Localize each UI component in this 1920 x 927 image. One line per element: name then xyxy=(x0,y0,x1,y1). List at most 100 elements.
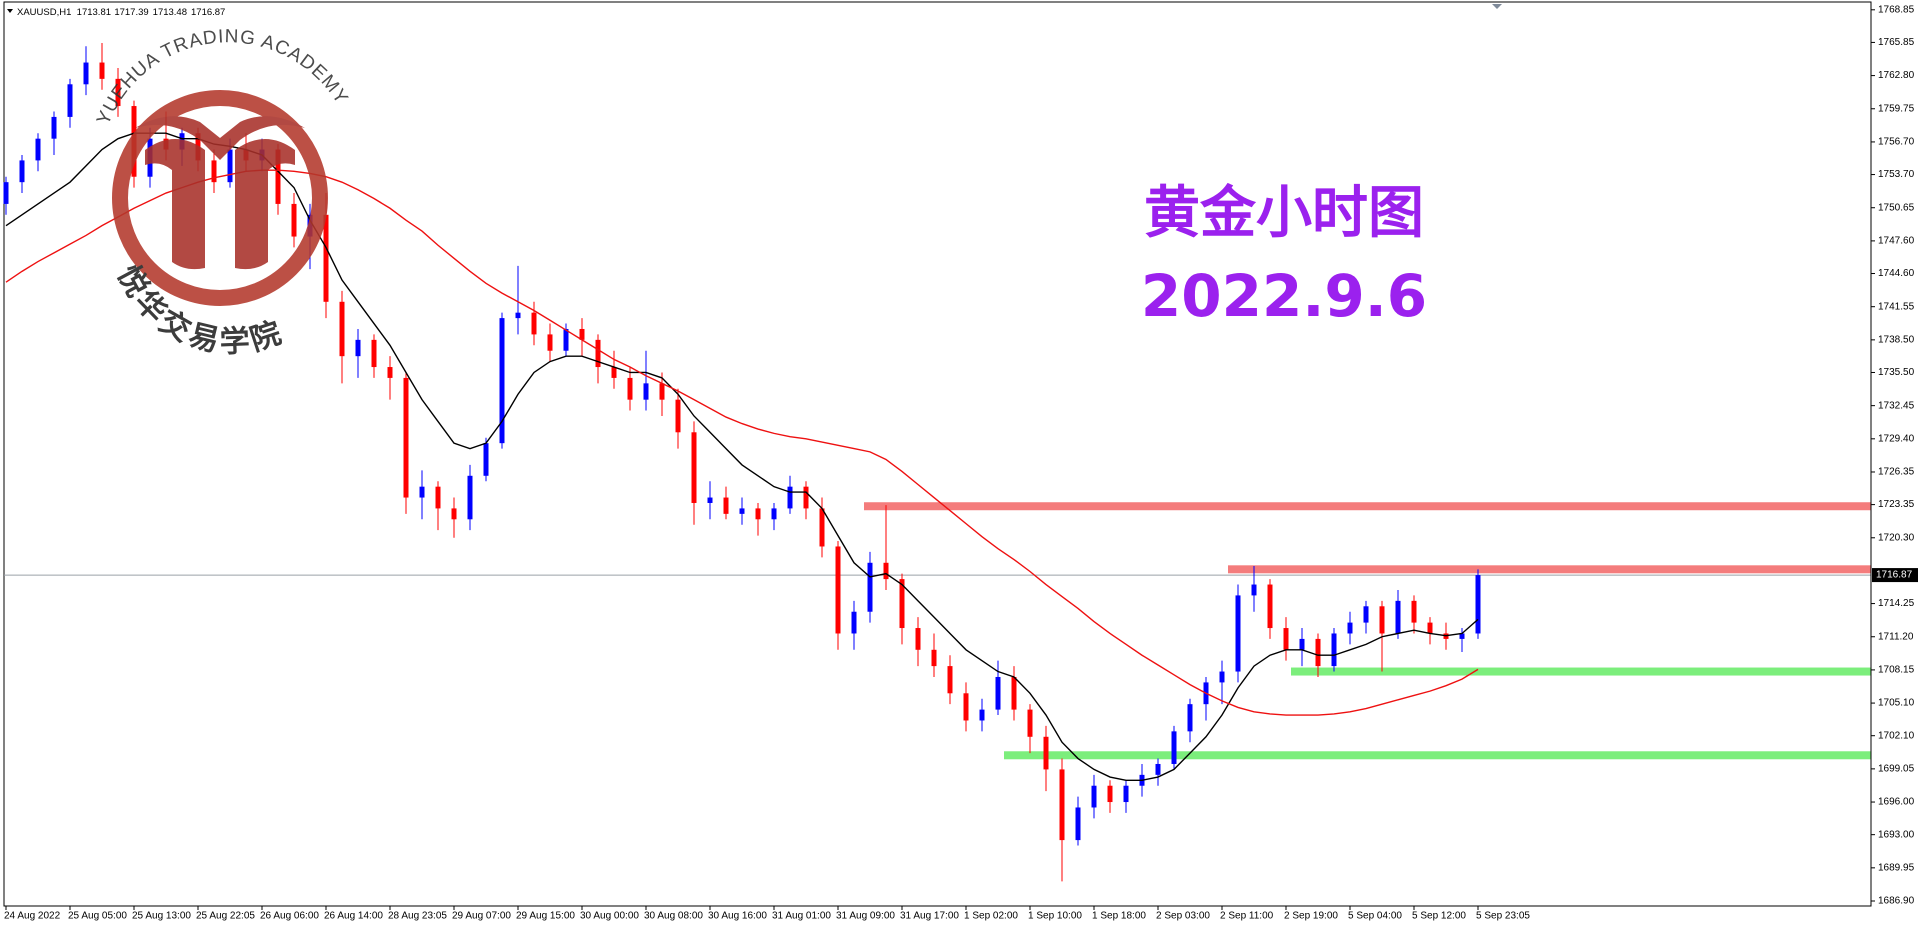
candle-body xyxy=(1347,622,1353,634)
candle-body xyxy=(403,377,409,498)
candle-body xyxy=(3,182,9,204)
axes: 1768.85 1765.85 1762.80 1759.75 1756.70 1753.… xyxy=(4,2,1918,922)
candle-body xyxy=(579,328,585,340)
y-tick-label: 1732.45 xyxy=(1878,400,1915,411)
y-tick-label: 1699.05 xyxy=(1878,764,1915,775)
logo-horns xyxy=(135,116,305,160)
candle-body xyxy=(1235,595,1241,672)
candle-body xyxy=(1411,600,1417,623)
level-band xyxy=(1004,751,1871,760)
x-tick-label: 30 Aug 16:00 xyxy=(708,911,767,922)
y-tick-label: 1765.85 xyxy=(1878,37,1915,48)
x-tick-label: 1 Sep 10:00 xyxy=(1028,911,1082,922)
candle-body xyxy=(723,497,729,514)
y-tick-label: 1759.75 xyxy=(1878,103,1915,114)
menu-arrow[interactable] xyxy=(7,9,13,13)
candle-body xyxy=(1059,769,1065,841)
x-tick-label: 29 Aug 07:00 xyxy=(452,911,511,922)
x-tick-label: 2 Sep 03:00 xyxy=(1156,911,1210,922)
candle-body xyxy=(1475,575,1481,634)
chart-title: 黄金小时图 xyxy=(1144,180,1424,246)
candle-body xyxy=(227,149,233,183)
x-tick-label: 25 Aug 13:00 xyxy=(132,911,191,922)
level-band xyxy=(1291,667,1871,676)
candle-body xyxy=(1043,736,1049,770)
candle-body xyxy=(99,62,105,79)
y-tick-label: 1747.60 xyxy=(1878,236,1915,247)
x-tick-label: 24 Aug 2022 xyxy=(4,911,61,922)
candle-body xyxy=(771,508,777,520)
candle-body xyxy=(819,508,825,547)
logo-ring xyxy=(112,90,328,306)
candle-body xyxy=(1459,633,1465,639)
candle-body xyxy=(995,676,1001,710)
x-tick-label: 26 Aug 06:00 xyxy=(260,911,319,922)
candle-body xyxy=(979,709,985,721)
y-tick-label: 1744.60 xyxy=(1878,268,1915,279)
y-tick-label: 1708.15 xyxy=(1878,665,1915,676)
x-tick-label: 30 Aug 08:00 xyxy=(644,911,703,922)
candle-body xyxy=(867,562,873,612)
scroll-arrow[interactable] xyxy=(1492,4,1502,9)
candle-body xyxy=(1315,638,1321,667)
logo-shape xyxy=(145,139,205,270)
header-open: 1713.81 xyxy=(77,7,111,18)
candle-body xyxy=(547,334,553,351)
candle-body xyxy=(355,339,361,357)
candle-body xyxy=(387,367,393,378)
candle-body xyxy=(915,628,921,650)
x-tick-label: 28 Aug 23:05 xyxy=(388,911,447,922)
candle-body xyxy=(67,84,73,117)
candle-body xyxy=(1187,704,1193,732)
candle-body xyxy=(1123,785,1129,803)
candle-body xyxy=(515,312,521,319)
candle-body xyxy=(851,611,857,634)
plot-frame xyxy=(3,1,1872,907)
candle-body xyxy=(499,318,505,444)
candle-body xyxy=(531,312,537,335)
y-tick-label: 1768.85 xyxy=(1878,4,1915,15)
header: XAUUSD,H1 1713.81 1717.39 1713.48 1716.87 xyxy=(17,7,225,18)
x-tick-label: 5 Sep 04:00 xyxy=(1348,911,1402,922)
candle-body xyxy=(1027,709,1033,737)
y-tick-label: 1705.10 xyxy=(1878,698,1915,709)
logo-shape xyxy=(235,139,295,270)
y-tick-label: 1750.65 xyxy=(1878,202,1915,213)
candle-body xyxy=(643,383,649,400)
candle-body xyxy=(611,367,617,378)
x-tick-label: 1 Sep 18:00 xyxy=(1092,911,1146,922)
candle-body xyxy=(483,443,489,476)
candle-body xyxy=(563,328,569,351)
candle-body xyxy=(659,383,665,400)
candle-body xyxy=(1075,807,1081,841)
candle-body xyxy=(451,508,457,520)
symbol: XAUUSD,H1 xyxy=(17,7,71,18)
candle-body xyxy=(1011,676,1017,710)
candle-body xyxy=(691,432,697,503)
header-close: 1716.87 xyxy=(191,7,225,18)
header-high: 1717.39 xyxy=(114,7,148,18)
y-tick-label: 1723.35 xyxy=(1878,499,1915,510)
candle-body xyxy=(755,508,761,520)
x-tick-label: 25 Aug 22:05 xyxy=(196,911,255,922)
y-tick-label: 1726.35 xyxy=(1878,467,1915,478)
candle-body xyxy=(1091,785,1097,808)
x-tick-label: 2 Sep 11:00 xyxy=(1220,911,1274,922)
candle-body xyxy=(467,475,473,520)
y-tick-label: 1702.10 xyxy=(1878,730,1915,741)
y-tick-label: 1696.00 xyxy=(1878,797,1915,808)
candle-body xyxy=(51,116,57,139)
x-tick-label: 26 Aug 14:00 xyxy=(324,911,383,922)
candle-body xyxy=(1171,731,1177,764)
candle-body xyxy=(1395,600,1401,634)
candle-body xyxy=(1363,606,1369,623)
price-label: 1716.87 xyxy=(1876,570,1913,581)
candle-body xyxy=(1427,622,1433,634)
x-tick-label: 5 Sep 12:00 xyxy=(1412,911,1466,922)
candle-body xyxy=(947,666,953,694)
candle-body xyxy=(1299,638,1305,650)
candle-body xyxy=(787,486,793,509)
candle-body xyxy=(291,203,297,237)
